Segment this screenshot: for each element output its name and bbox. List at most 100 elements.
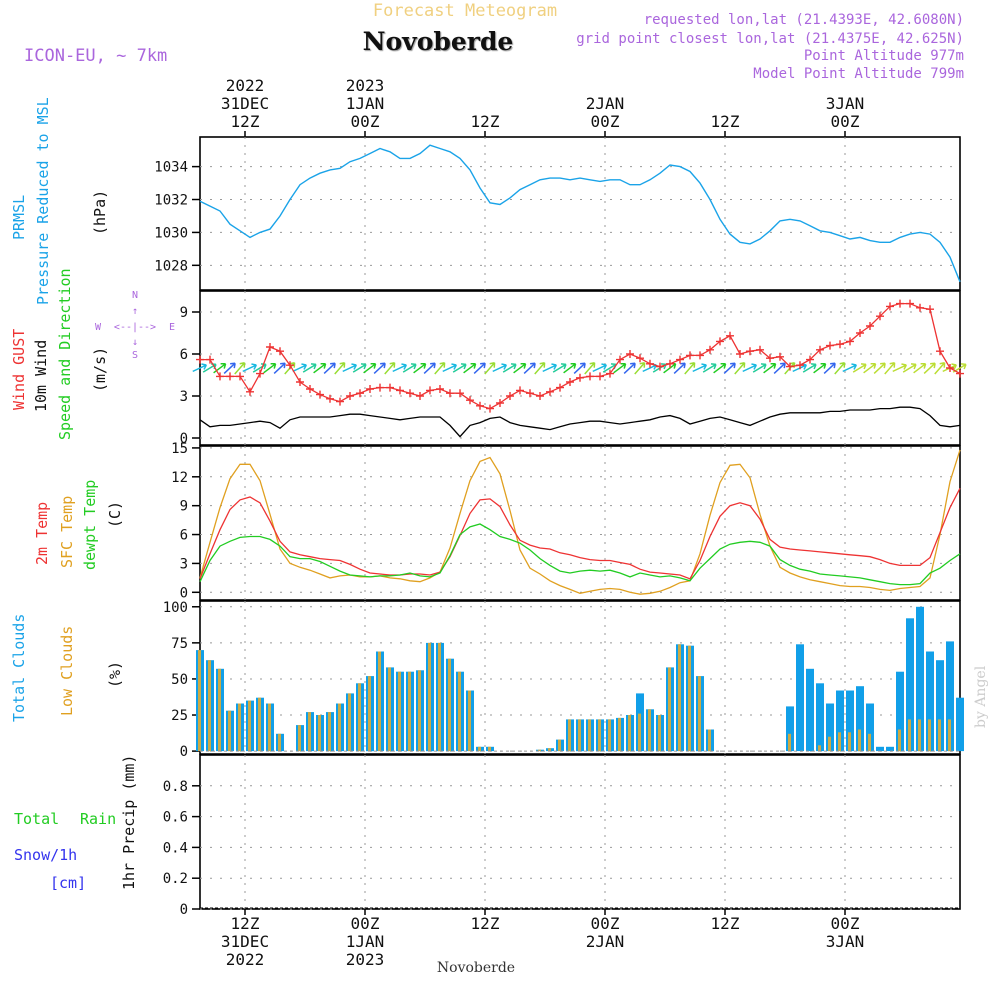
wind-arrow xyxy=(592,363,608,373)
wind-arrow-shape xyxy=(442,363,458,373)
top-time-label: 12Z xyxy=(471,112,500,131)
total-cloud-bar xyxy=(876,746,884,752)
wind-arrow-shape xyxy=(863,363,877,374)
wind-arrow-shape xyxy=(363,363,377,374)
gust-marker xyxy=(666,359,674,368)
y-tick-label: 0 xyxy=(180,902,188,918)
wind-arrow-shape xyxy=(742,363,758,373)
wind-arrow xyxy=(934,361,946,375)
low-cloud-bar xyxy=(438,642,441,752)
gust-marker xyxy=(896,299,904,308)
low-cloud-bar xyxy=(478,746,481,752)
wind-gust-markers xyxy=(196,299,964,413)
wind-arrow-shape xyxy=(763,363,777,374)
gust-marker xyxy=(876,312,884,321)
total-cloud-bar xyxy=(826,703,834,752)
top-time-label: 00Z xyxy=(831,112,860,131)
wind-arrow-shape xyxy=(734,361,746,375)
low-cloud-bar xyxy=(688,645,691,752)
cloud-units: (%) xyxy=(106,661,124,688)
wind-arrow-shape xyxy=(292,363,308,373)
wind-arrow-shape xyxy=(673,362,686,375)
bottom-time-label: 00Z xyxy=(591,914,620,933)
gust-marker xyxy=(676,355,684,364)
wind-arrow xyxy=(584,361,596,375)
low-cloud-bar xyxy=(908,719,911,752)
wind-arrow xyxy=(292,363,308,373)
wind-arrow xyxy=(242,363,258,373)
wind-arrow xyxy=(913,363,927,374)
bottom-time-label: 12Z xyxy=(231,914,260,933)
total-cloud-bar xyxy=(866,703,874,752)
y-tick-label: 100 xyxy=(163,600,188,616)
wind-arrow xyxy=(884,361,896,375)
t2m-line xyxy=(199,488,961,580)
wind-arrow-shape xyxy=(402,363,417,373)
wind-arrow xyxy=(692,363,708,373)
wind-arrow xyxy=(802,363,817,373)
gust-marker xyxy=(326,394,334,403)
gust-marker xyxy=(696,351,704,360)
wind-arrow xyxy=(334,361,346,375)
gust-marker xyxy=(516,386,524,395)
low-cloud-bar xyxy=(308,712,311,752)
total-cloud-bar xyxy=(946,641,954,752)
gust-marker xyxy=(236,372,244,381)
low-cloud-bar xyxy=(698,676,701,752)
low-cloud-bar xyxy=(538,749,541,752)
wind-grid xyxy=(200,291,960,445)
gust-marker xyxy=(586,372,594,381)
low-cloud-bar xyxy=(248,700,251,752)
wind-arrow xyxy=(342,363,358,373)
y-tick-label: 3 xyxy=(180,556,188,572)
wind-arrow xyxy=(852,363,867,373)
y-tick-label: 9 xyxy=(180,305,188,321)
bottom-time-label: 2023 xyxy=(346,950,385,969)
wind-arrow xyxy=(413,363,427,374)
bottom-time-label: 12Z xyxy=(471,914,500,933)
wind-arrow-shape xyxy=(634,361,646,375)
gridpoint-coords: grid point closest lon,lat (21.4375E, 42… xyxy=(576,31,964,47)
wind-arrow-shape xyxy=(452,363,467,373)
wind-arrow xyxy=(823,362,836,375)
y-tick-label: 9 xyxy=(180,499,188,515)
wind-label-3: Speed and Direction xyxy=(56,268,74,440)
low-cloud-bar xyxy=(838,732,841,752)
temperature-y-ticks: 0 3 6 9 12 15 xyxy=(171,441,200,601)
wind-arrow xyxy=(492,363,508,373)
low-cloud-bar xyxy=(788,733,791,752)
precip-grid xyxy=(200,755,960,910)
low-cloud-bar xyxy=(238,703,241,752)
wind-arrow-shape xyxy=(913,363,927,374)
low-cloud-bar xyxy=(398,671,401,752)
gust-marker xyxy=(926,305,934,314)
wind-arrow xyxy=(834,361,846,375)
total-cloud-bar xyxy=(906,618,914,752)
gust-marker xyxy=(386,383,394,392)
gust-marker xyxy=(476,401,484,410)
gust-marker xyxy=(316,390,324,399)
wind-arrow xyxy=(523,362,536,375)
y-tick-label: 1028 xyxy=(154,258,188,274)
wind-arrow-shape xyxy=(323,362,336,375)
wind-arrow xyxy=(752,363,767,373)
wind-arrow-shape xyxy=(534,361,546,375)
gust-marker xyxy=(786,362,794,371)
wind-arrow-shape xyxy=(613,363,627,374)
top-time-label: 2023 xyxy=(346,76,385,95)
wind-arrow xyxy=(923,362,936,375)
low-cloud-bar xyxy=(218,668,221,752)
wind-arrow xyxy=(484,361,496,375)
wind-arrow xyxy=(863,363,877,374)
precip-label-total: Total xyxy=(14,810,59,828)
wind-arrow-shape xyxy=(592,363,608,373)
total-cloud-bar xyxy=(806,668,814,752)
wind-arrow-shape xyxy=(373,362,386,375)
wind-arrow xyxy=(392,363,408,373)
wind-arrow-shape xyxy=(692,363,708,373)
panel-frame-3 xyxy=(199,445,961,601)
gust-marker xyxy=(506,392,514,400)
low-cloud-bar xyxy=(428,642,431,752)
wind-arrow-shape xyxy=(584,361,596,375)
gust-marker xyxy=(656,362,664,371)
